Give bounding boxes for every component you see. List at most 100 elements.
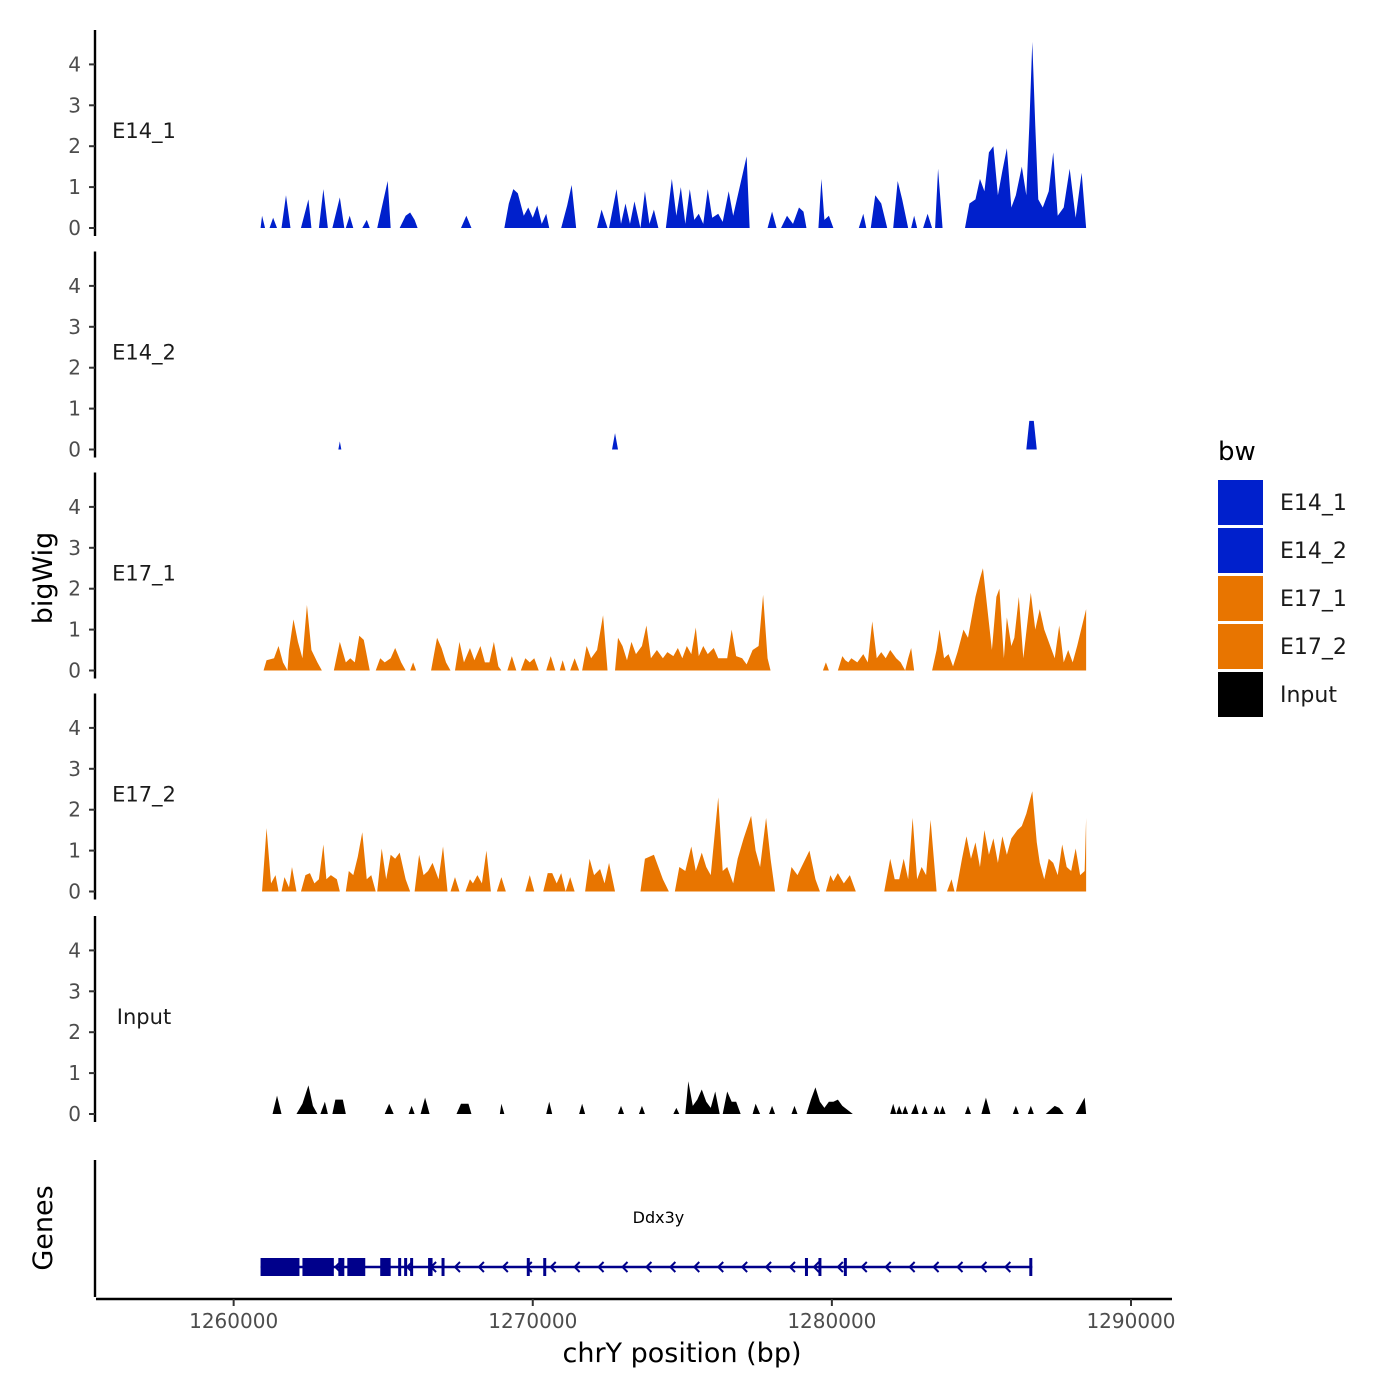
y-tick-label-e14-2-3: 3 (68, 315, 81, 339)
legend-title: bw (1218, 437, 1256, 467)
x-tick-label-1290000: 1290000 (1086, 1309, 1175, 1333)
area-e14-1 (260, 41, 1087, 228)
gene-strand-arrow (477, 1261, 485, 1273)
gene-exon-11 (526, 1258, 530, 1276)
y-tick-label-e17-1-1: 1 (68, 618, 81, 642)
gene-strand-arrow (645, 1261, 653, 1273)
area-e17-1 (263, 568, 1087, 671)
gene-panel: Ddx3y (93, 1160, 1033, 1297)
y-tick-label-e14-2-0: 0 (68, 438, 81, 462)
gene-strand-arrow (573, 1261, 581, 1273)
x-axis-title: chrY position (bp) (562, 1338, 801, 1369)
y-tick-label-e17-2-4: 4 (68, 716, 81, 740)
track-label-e14-1: E14_1 (112, 119, 176, 144)
gene-exon-12 (543, 1258, 547, 1276)
area-e14-2 (338, 420, 1037, 450)
gene-name-label: Ddx3y (633, 1208, 685, 1227)
y-tick-label-e17-1-4: 4 (68, 495, 81, 519)
y-tick-label-input-2: 2 (68, 1020, 81, 1044)
gene-exon-9 (428, 1258, 433, 1276)
gene-exon-1 (260, 1258, 300, 1276)
area-input (272, 1081, 1087, 1114)
y-tick-label-e17-2-2: 2 (68, 798, 81, 822)
legend-label-e14-1: E14_1 (1280, 491, 1347, 516)
y-tick-label-input-3: 3 (68, 979, 81, 1003)
gene-exon-6 (398, 1258, 402, 1276)
legend-swatch-e17-1 (1218, 576, 1263, 621)
gene-strand-arrow (980, 1261, 988, 1273)
gene-exon-8 (410, 1258, 414, 1276)
track-e14-1: 0 1 2 3 4 E14_1 (68, 30, 1087, 240)
y-tick-label-e14-1-1: 1 (68, 175, 81, 199)
gene-strand-arrow (956, 1261, 964, 1273)
y-tick-label-input-0: 0 (68, 1102, 81, 1126)
gene-exon-16 (1029, 1258, 1033, 1276)
track-e17-2: 0 1 2 3 4 E17_2 (68, 693, 1087, 904)
legend-swatch-e17-2 (1218, 624, 1263, 669)
area-e17-2 (262, 791, 1087, 892)
x-tick-label-1270000: 1270000 (488, 1309, 577, 1333)
legend: bw E14_1 E14_2 E17_1 E17_2 Input (1218, 437, 1347, 717)
gene-exon-13 (804, 1258, 808, 1276)
track-label-e14-2: E14_2 (112, 341, 176, 366)
gene-exon-14 (818, 1258, 822, 1276)
y-tick-label-e14-2-1: 1 (68, 397, 81, 421)
y-tick-label-input-1: 1 (68, 1061, 81, 1085)
x-tick-label-1260000: 1260000 (189, 1309, 278, 1333)
gene-strand-arrow (836, 1261, 844, 1273)
y-tick-label-e14-1-2: 2 (68, 134, 81, 158)
gene-exon-2 (302, 1258, 334, 1276)
y-tick-label-e17-1-3: 3 (68, 536, 81, 560)
track-e17-1: 0 1 2 3 4 E17_1 (68, 472, 1087, 683)
y-axis-title: bigWig (28, 532, 59, 625)
gene-strand-arrow (764, 1261, 772, 1273)
legend-swatch-e14-2 (1218, 528, 1263, 573)
gene-exon-15 (843, 1258, 847, 1276)
genes-panel-title: Genes (28, 1185, 59, 1270)
legend-label-e14-2: E14_2 (1280, 539, 1347, 564)
y-tick-label-e14-2-2: 2 (68, 356, 81, 380)
gene-strand-arrow (932, 1261, 940, 1273)
y-tick-label-e17-2-1: 1 (68, 839, 81, 863)
gene-strand-arrow (453, 1261, 461, 1273)
track-input: 0 1 2 3 4 Input (68, 916, 1087, 1126)
gene-strand-arrow (740, 1261, 748, 1273)
legend-label-e17-1: E17_1 (1280, 587, 1347, 612)
gene-exon-4 (347, 1258, 366, 1276)
y-tick-label-e17-2-0: 0 (68, 880, 81, 904)
legend-label-e17-2: E17_2 (1280, 635, 1347, 660)
gene-strand-arrow (908, 1261, 916, 1273)
track-e14-2: 0 1 2 3 4 E14_2 (68, 251, 1037, 462)
track-label-input: Input (117, 1005, 171, 1029)
gene-exon-5 (380, 1258, 391, 1276)
legend-swatch-e14-1 (1218, 480, 1263, 525)
gene-strand-arrow (812, 1261, 820, 1273)
y-tick-label-e17-2-3: 3 (68, 757, 81, 781)
gene-strand-arrow (788, 1261, 796, 1273)
y-tick-label-e14-1-0: 0 (68, 216, 81, 240)
track-label-e17-2: E17_2 (112, 783, 176, 808)
gene-strand-arrow (668, 1261, 677, 1273)
y-tick-label-e17-1-0: 0 (68, 659, 81, 683)
gene-strand-arrow (597, 1261, 605, 1273)
gene-exon-7 (404, 1258, 408, 1276)
track-label-e17-1: E17_1 (112, 562, 176, 587)
gene-strand-arrow (692, 1261, 700, 1273)
gene-exon-10 (441, 1258, 445, 1276)
y-tick-label-e14-1-4: 4 (68, 52, 81, 76)
gene-strand-arrow (716, 1261, 724, 1273)
y-tick-label-e14-1-3: 3 (68, 93, 81, 117)
gene-strand-arrow (1003, 1261, 1012, 1273)
gene-exon-3 (338, 1258, 345, 1276)
x-axis: 1260000 1270000 1280000 1290000 (96, 1297, 1176, 1333)
legend-swatch-input (1218, 672, 1263, 717)
gene-strand-arrow (501, 1261, 509, 1273)
y-tick-label-input-4: 4 (68, 938, 81, 962)
y-tick-label-e14-2-4: 4 (68, 274, 81, 298)
gene-strand-arrow (621, 1261, 629, 1273)
gene-strand-arrow (860, 1261, 868, 1273)
gene-strand-arrow (884, 1261, 892, 1273)
legend-label-input: Input (1280, 683, 1337, 708)
x-tick-label-1280000: 1280000 (787, 1309, 876, 1333)
